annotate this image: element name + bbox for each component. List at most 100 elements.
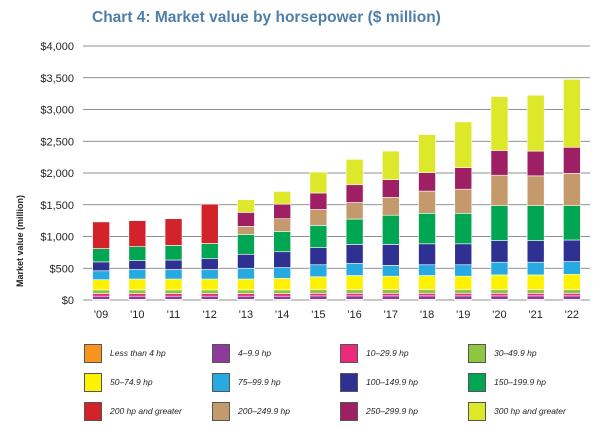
legend-item: 100–149.9 hp — [340, 372, 418, 392]
bar-segment — [128, 220, 147, 247]
bar-segment — [309, 295, 328, 300]
legend-item: 300 hp and greater — [468, 401, 566, 421]
y-tick-label: $2,000 — [40, 168, 74, 180]
bar-segment — [454, 275, 473, 290]
bar-segment — [309, 264, 328, 278]
legend-swatch — [212, 343, 230, 363]
bar-segment — [128, 289, 147, 294]
bar-segment — [309, 289, 328, 294]
chart-plot: $0 $500 $1,000 $1,500 $2,000 $2,500 $3,000 $3,5… — [40, 41, 590, 321]
bar-segment — [237, 199, 255, 213]
bar-segment — [490, 295, 509, 300]
bar-segment — [526, 289, 545, 294]
bar-segment — [200, 203, 219, 244]
bar-segment — [309, 276, 328, 290]
bar-segment — [273, 218, 291, 232]
bar-segment — [273, 289, 291, 294]
bar-segment — [128, 246, 147, 261]
bar-segment — [92, 279, 110, 291]
bar-segment — [454, 289, 473, 294]
bar-segment — [345, 184, 364, 203]
bar-segment — [454, 264, 473, 277]
bar-segment — [418, 289, 436, 294]
bar-segment — [273, 231, 291, 253]
bar-segment — [128, 269, 147, 280]
bar-segment — [454, 188, 473, 214]
x-tick-label: '15 — [311, 309, 325, 321]
legend-swatch — [340, 343, 358, 363]
bar-segment — [164, 245, 183, 261]
bar-segment — [345, 202, 364, 220]
bar-segment — [309, 171, 328, 194]
bar-segment — [345, 263, 364, 276]
legend-label: 50–74.9 hp — [110, 377, 153, 387]
bar-segment — [92, 261, 110, 272]
legend-label: 300 hp and greater — [494, 406, 566, 416]
bar-segment — [237, 267, 255, 280]
bar-segment — [563, 173, 581, 207]
bar-segment — [345, 159, 364, 186]
x-tick-label: '20 — [492, 309, 506, 321]
bar-segment — [418, 275, 436, 290]
y-tick-label: $1,500 — [40, 200, 74, 212]
x-tick-label: '16 — [347, 309, 361, 321]
bar-segment — [309, 192, 328, 210]
bar-segment — [273, 203, 291, 220]
bar-segment — [454, 213, 473, 245]
bar-segment — [237, 226, 255, 235]
bar-segment — [273, 251, 291, 268]
bar-segment — [526, 274, 545, 290]
bar-segment — [200, 293, 219, 297]
bar-segment — [490, 96, 509, 151]
bar-segment — [563, 295, 581, 300]
y-tick-label: $3,500 — [40, 73, 74, 85]
bar-segment — [418, 213, 436, 245]
bar-segments — [92, 79, 581, 301]
legend-label: 75–99.9 hp — [238, 377, 281, 387]
x-tick-label: '19 — [456, 309, 470, 321]
bar-segment — [345, 289, 364, 294]
legend-swatch — [84, 343, 102, 363]
x-tick-label: '13 — [239, 309, 253, 321]
x-tick-label: '17 — [384, 309, 398, 321]
x-axis-ticks: '09 '10 '11 '12 '13 '14 '15 '16 '17 '18 '19 '20 '21 '… — [94, 309, 579, 321]
bar-segment — [526, 150, 545, 177]
legend-label: 10–29.9 hp — [366, 348, 409, 358]
y-tick-label: $2,500 — [40, 136, 74, 148]
gridlines — [83, 45, 590, 301]
bar-segment — [345, 295, 364, 300]
bar-segment — [345, 218, 364, 245]
bar-segment — [418, 243, 436, 266]
legend-swatch — [84, 372, 102, 392]
bar-segment — [563, 289, 581, 294]
bar-segment — [490, 240, 509, 263]
bar-segment — [526, 261, 545, 276]
bar-segment — [273, 278, 291, 291]
bar-segment — [200, 278, 219, 291]
bar-segment — [128, 295, 147, 300]
bar-segment — [309, 225, 328, 248]
legend-swatch — [468, 372, 486, 392]
bar-segment — [345, 293, 364, 297]
bar-segment — [563, 293, 581, 297]
bar-segment — [490, 150, 509, 176]
bar-segment — [345, 275, 364, 290]
bar-segment — [273, 267, 291, 279]
bar-segment — [526, 94, 545, 152]
legend-item: 250–299.9 hp — [340, 401, 418, 421]
legend-swatch — [340, 401, 358, 421]
bar-segment — [490, 289, 509, 294]
bar-segment — [345, 244, 364, 264]
bar-segment — [200, 289, 219, 294]
bar-segment — [454, 293, 473, 297]
bar-segment — [382, 244, 400, 266]
bar-segment — [382, 293, 400, 297]
bar-segment — [164, 218, 183, 246]
x-tick-label: '22 — [565, 309, 579, 321]
legend-label: 150–199.9 hp — [494, 377, 546, 387]
legend-label: Less than 4 hp — [110, 348, 166, 358]
legend-swatch — [212, 372, 230, 392]
bar-segment — [454, 243, 473, 266]
x-tick-label: '11 — [167, 309, 181, 321]
bar-segment — [490, 205, 509, 241]
